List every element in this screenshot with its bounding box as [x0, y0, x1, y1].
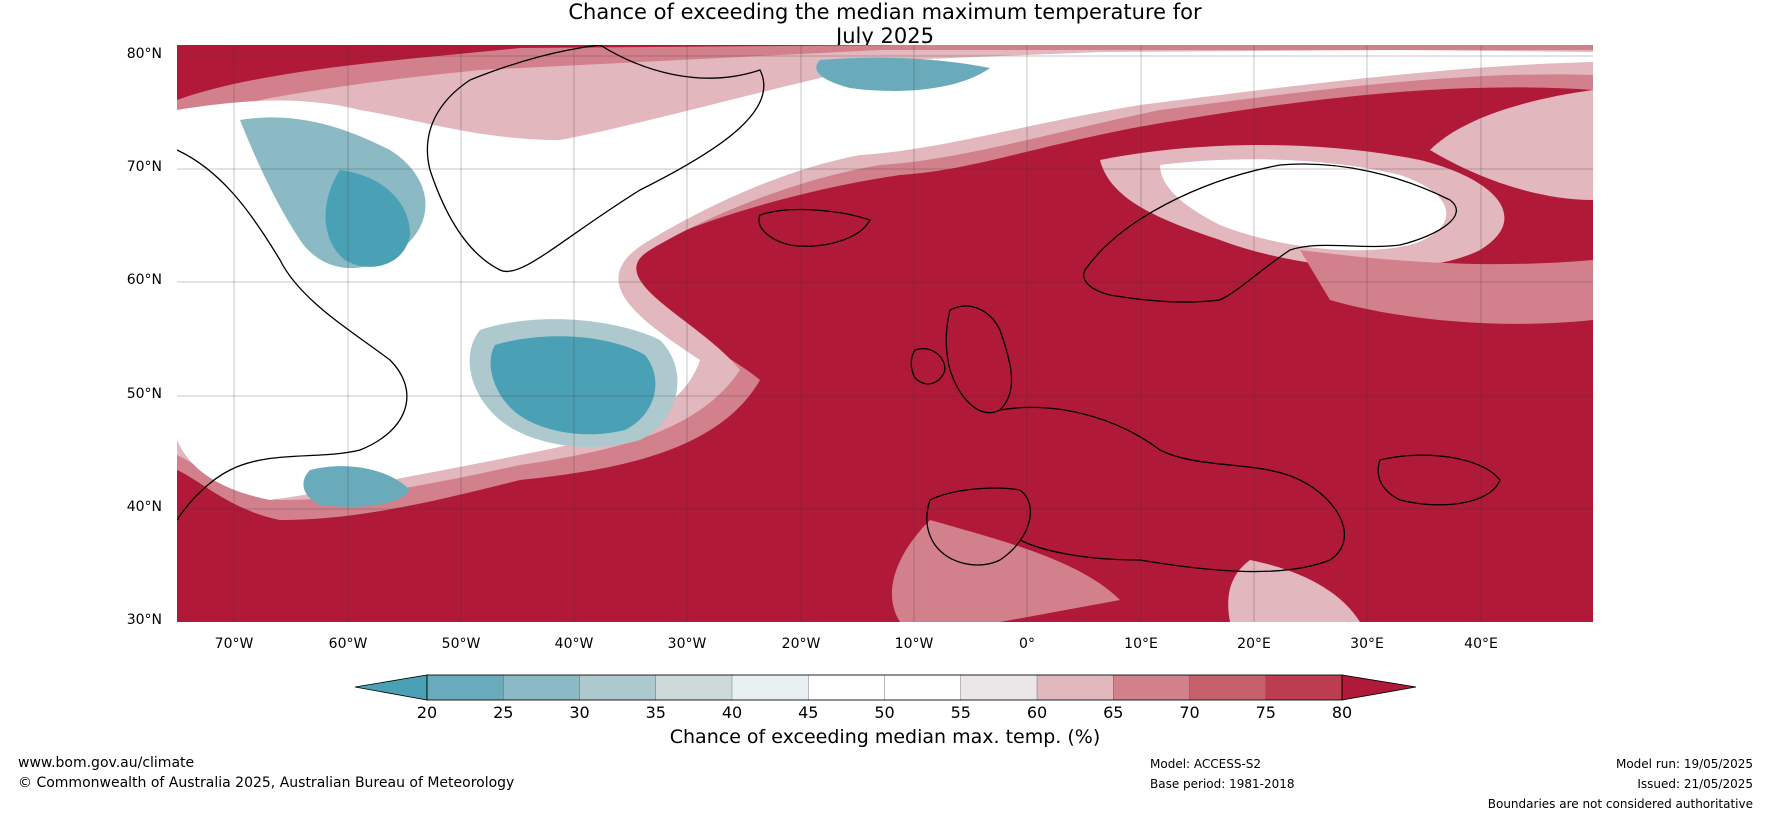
- lon-label-10e: 10°E: [1124, 636, 1158, 652]
- colorbar-cell: [579, 674, 657, 701]
- lon-label-30e: 30°E: [1350, 636, 1384, 652]
- colorbar-extend-high: [1342, 675, 1416, 700]
- colorbar-tick-label: 20: [416, 703, 438, 722]
- footer-disclaimer: Boundaries are not considered authoritat…: [1487, 797, 1753, 811]
- colorbar-tick-label: 45: [798, 703, 819, 722]
- colorbar-tick-label: 65: [1103, 703, 1124, 722]
- field-70-russia: [1300, 250, 1593, 324]
- title-line-2: July 2025: [836, 24, 934, 48]
- colorbar-tick-label: 70: [1179, 703, 1200, 722]
- chart-title: Chance of exceeding the median maximum t…: [0, 0, 1770, 48]
- lon-label-40w: 40°W: [554, 636, 594, 652]
- colorbar-tick-label: 25: [493, 703, 514, 722]
- footer-base-period: Base period: 1981-2018: [1150, 777, 1295, 791]
- colorbar-tick-label: 35: [645, 703, 666, 722]
- lon-label-30w: 30°W: [667, 636, 707, 652]
- scandinavia-coast: [1083, 163, 1457, 303]
- colorbar-cell: [1189, 674, 1267, 701]
- colorbar-cell: [655, 674, 733, 701]
- colorbar-cell: [503, 674, 581, 701]
- ireland-coast: [910, 348, 946, 385]
- colorbar-cell: [884, 674, 962, 701]
- lon-label-40e: 40°E: [1464, 636, 1498, 652]
- field-70-north-africa: [891, 520, 1120, 622]
- colorbar-tick-label: 50: [874, 703, 895, 722]
- footer-issued: Issued: 21/05/2025: [1637, 777, 1753, 791]
- lon-label-10w: 10°W: [894, 636, 934, 652]
- lat-label-30n: 30°N: [126, 612, 162, 628]
- lon-label-50w: 50°W: [441, 636, 481, 652]
- lon-label-20w: 20°W: [781, 636, 821, 652]
- colorbar-cells: [426, 674, 1343, 701]
- colorbar-cell: [731, 674, 809, 701]
- lat-label-40n: 40°N: [126, 499, 162, 515]
- lon-label-70w: 70°W: [214, 636, 254, 652]
- field-50-scandinavia: [1160, 159, 1447, 251]
- colorbar-tick-label: 30: [569, 703, 590, 722]
- lon-label-0: 0°: [1019, 636, 1035, 652]
- colorbar-tick-label: 55: [950, 703, 971, 722]
- title-line-1: Chance of exceeding the median maximum t…: [568, 0, 1202, 24]
- colorbar-extend-low: [355, 675, 427, 700]
- colorbar: [354, 674, 1417, 701]
- colorbar-cell: [808, 674, 886, 701]
- colorbar-tick-label: 40: [721, 703, 743, 722]
- iberia-coast: [926, 487, 1031, 566]
- iceland-coast: [758, 208, 871, 247]
- lon-label-20e: 20°E: [1237, 636, 1271, 652]
- colorbar-tick-label: 80: [1331, 703, 1353, 722]
- lat-label-70n: 70°N: [126, 159, 162, 175]
- footer-model: Model: ACCESS-S2: [1150, 757, 1262, 771]
- lat-label-60n: 60°N: [126, 272, 162, 288]
- colorbar-cell: [960, 674, 1038, 701]
- field-25-south-newfoundland: [303, 466, 410, 507]
- field-65-libya: [1228, 560, 1360, 622]
- black-sea-coast: [1377, 454, 1501, 506]
- mediterranean-coast: [999, 406, 1346, 573]
- colorbar-cell: [426, 674, 504, 701]
- coastlines: [177, 45, 1501, 573]
- field-20-baffin: [325, 170, 410, 267]
- field-25-svalbard: [816, 57, 990, 91]
- colorbar-cell: [1036, 674, 1114, 701]
- lat-label-80n: 80°N: [126, 46, 162, 62]
- field-65-barents: [1430, 90, 1593, 200]
- colorbar-title: Chance of exceeding median max. temp. (%…: [669, 726, 1101, 748]
- greenland-coast: [426, 45, 765, 273]
- graticule: [177, 45, 1593, 622]
- colorbar-tick-label: 60: [1026, 703, 1048, 722]
- lon-label-60w: 60°W: [328, 636, 368, 652]
- labrador-coast: [177, 149, 408, 521]
- footer-model-run: Model run: 19/05/2025: [1615, 757, 1753, 771]
- probability-field: [177, 45, 1593, 622]
- footer-copyright: © Commonwealth of Australia 2025, Austra…: [18, 775, 515, 791]
- lat-label-50n: 50°N: [126, 386, 162, 402]
- colorbar-cell: [1265, 674, 1343, 701]
- footer-url: www.bom.gov.au/climate: [18, 755, 195, 771]
- colorbar-tick-label: 75: [1255, 703, 1276, 722]
- colorbar-cell: [1113, 674, 1191, 701]
- field-20-north-atlantic: [490, 336, 656, 435]
